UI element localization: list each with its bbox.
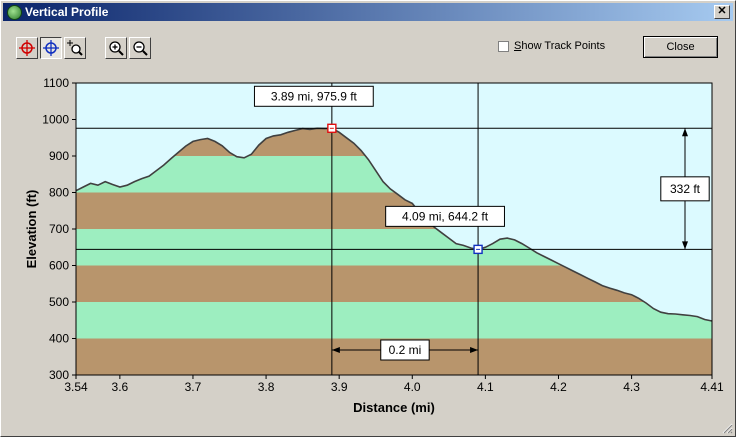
zoom-out-tool-button[interactable] [129,37,151,59]
app-globe-icon [7,5,22,20]
resize-grip-icon[interactable] [721,422,733,434]
distance-arrow-left [331,347,340,353]
title-bar[interactable]: Vertical Profile ✕ [3,3,733,21]
y-tick-label: 1000 [42,113,69,127]
y-tick-label: 1100 [43,76,69,90]
zoom-in-tool-button[interactable] [105,37,127,59]
elevation-band [76,302,712,339]
y-tick-label: 300 [49,368,69,382]
close-button[interactable]: Close [643,36,718,58]
elevation-diff-label: 332 ft [670,182,701,196]
x-tick-label: 4.2 [550,380,567,394]
show-track-points-text: how Track Points [521,40,606,52]
zoom-region-tool-button[interactable] [64,37,86,59]
show-track-points-label[interactable]: Show Track Points [514,40,605,52]
x-tick-label: 3.7 [185,380,202,394]
x-tick-label: 3.9 [331,380,348,394]
zoom-region-icon [67,40,83,56]
y-tick-label: 600 [49,259,69,273]
x-tick-label: 4.1 [477,380,494,394]
window-close-button[interactable]: ✕ [714,5,730,19]
blue-crosshair-icon [43,40,59,56]
y-tick-label: 900 [49,149,69,163]
x-tick-label: 4.41 [700,380,724,394]
red-marker-label: 3.89 mi, 975.9 ft [271,89,358,103]
y-tick-label: 400 [49,332,69,346]
distance-label-box [380,339,430,361]
blue-marker-label-box [385,205,505,227]
profile-line [75,127,713,322]
y-tick-label: 700 [49,222,69,236]
x-tick-label: 4.0 [404,380,421,394]
x-tick-label: 4.3 [623,380,640,394]
blue-marker-label: 4.09 mi, 644.2 ft [402,209,489,223]
red-crosshair-icon [19,40,35,56]
show-track-points-accel: S [514,40,522,52]
window-title: Vertical Profile [25,5,109,19]
blue-crosshair-tool-button[interactable] [40,37,62,59]
elevation-arrow-top [682,128,688,137]
zoom-in-icon [109,41,124,56]
x-tick-label: 3.6 [112,380,129,394]
elevation-arrow-bottom [682,241,688,250]
y-tick-label: 800 [49,186,69,200]
x-tick-label: 3.8 [258,380,275,394]
red-crosshair-tool-button[interactable] [16,37,38,59]
show-track-points-checkbox[interactable] [498,41,509,52]
x-tick-label: 3.54 [64,380,88,394]
distance-label: 0.2 mi [389,343,422,357]
red-marker-label-box [253,85,374,107]
distance-arrow-right [470,347,479,353]
elevation-diff-box [660,176,710,202]
zoom-out-icon [133,41,148,56]
y-tick-label: 500 [49,295,69,309]
y-axis-title: Elevation (ft) [24,190,39,269]
x-axis-title: Distance (mi) [353,400,435,415]
